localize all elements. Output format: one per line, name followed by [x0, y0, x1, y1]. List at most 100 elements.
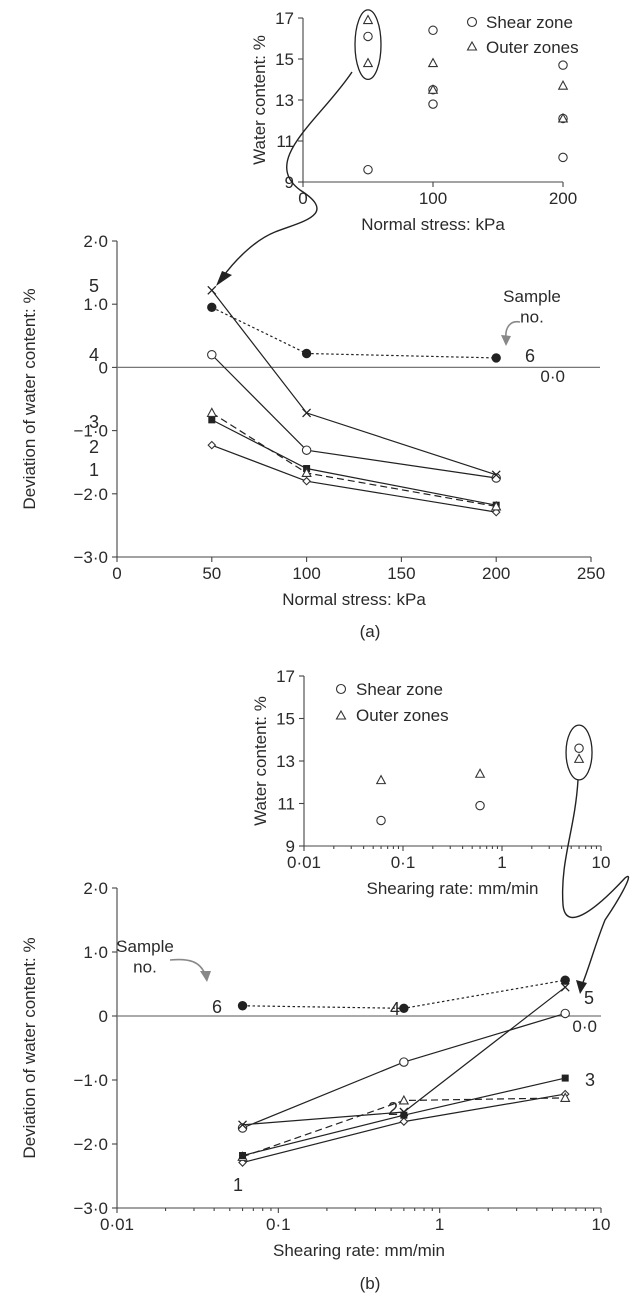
- x-tick-label: 10: [592, 853, 611, 872]
- series-2-line: [211, 419, 497, 506]
- series-3-marker: [400, 1111, 408, 1119]
- legend-circle-marker: [335, 683, 347, 695]
- panel-b-legend: Shear zone Outer zones: [335, 680, 449, 725]
- x-axis-label: Shearing rate: mm/min: [273, 1241, 445, 1260]
- x-tick-label: 100: [419, 189, 447, 208]
- x-axis-label: Normal stress: kPa: [282, 590, 426, 609]
- legend-triangle-marker: [335, 709, 347, 720]
- outer-zone-point: [557, 112, 569, 123]
- series-6-marker: [399, 1003, 409, 1014]
- shear-zone-point: [428, 25, 438, 36]
- shear-zone-point: [363, 31, 373, 42]
- x-tick-label: 1: [497, 853, 506, 872]
- legend-circle-marker: [466, 16, 478, 28]
- shear-zone-point: [574, 743, 584, 753]
- series-5-marker: [399, 1107, 409, 1117]
- series-2-line: [242, 1097, 566, 1158]
- series-4-label: 4: [390, 999, 400, 1019]
- series-4-marker: [301, 445, 312, 455]
- x-tick-label: 1: [435, 1215, 444, 1234]
- outer-zone-point: [427, 84, 439, 94]
- legend-outer-zones-label: Outer zones: [486, 38, 579, 57]
- series-2-marker: [398, 1094, 410, 1105]
- outer-zone-point: [474, 768, 486, 778]
- series-4-marker: [207, 350, 217, 360]
- y-tick-label: −3·0: [74, 548, 109, 567]
- series-1-label: 1: [89, 460, 99, 480]
- y-axis-label: Deviation of water content: %: [20, 937, 39, 1158]
- series-3-marker: [301, 467, 312, 477]
- panel-a-sample-arrow: [505, 320, 521, 339]
- outer-zone-point: [427, 57, 439, 68]
- y-tick-label: 1·0: [83, 943, 108, 962]
- x-tick-label: 200: [549, 189, 577, 208]
- series-5-line: [211, 289, 497, 476]
- legend-triangle-marker: [466, 40, 478, 51]
- panel-a-main-chart: 0 50 100 150 200 250 2·0 1·0 0 −1·0 −2·0 −3·0 Normal…: [20, 232, 605, 609]
- y-tick-label: 15: [275, 50, 294, 69]
- outer-zone-point: [362, 14, 374, 25]
- y-tick-label: 9: [286, 837, 295, 856]
- panel-a-legend: Shear zone Outer zones: [466, 13, 579, 57]
- x-tick-label: 0·01: [100, 1215, 134, 1234]
- legend-shear-zone-label: Shear zone: [486, 13, 573, 32]
- shear-zone-point: [475, 800, 485, 811]
- panel-b-connector-curve: [561, 779, 630, 986]
- x-tick-label: 250: [577, 564, 605, 583]
- y-tick-label: 0: [99, 1007, 108, 1026]
- series-6-label: 6: [212, 997, 222, 1017]
- x-axis-label: Normal stress: kPa: [361, 215, 505, 234]
- highlight-ellipse: [565, 724, 593, 781]
- y-tick-label: −1·0: [74, 1071, 109, 1090]
- series-1-marker: [399, 1117, 409, 1126]
- y-axis-label: Deviation of water content: %: [20, 288, 39, 509]
- series-5-label: 5: [584, 988, 594, 1008]
- series-3-marker: [490, 500, 502, 511]
- y-tick-label: −2·0: [74, 1135, 109, 1154]
- panel-a-inset-chart: 0 100 200 9 11 13 15 17 Normal stress: kPa Water …: [250, 9, 577, 234]
- series-4-marker: [237, 1123, 248, 1133]
- series-5-marker: [491, 470, 501, 480]
- panel-b-sample-arrowhead: [200, 971, 211, 982]
- panel-b-connector-arrowhead: [576, 980, 587, 994]
- outer-zone-point: [557, 79, 569, 90]
- panel-a-caption: (a): [360, 622, 381, 641]
- x-tick-label: 50: [202, 564, 221, 583]
- series-2-marker: [208, 416, 216, 424]
- y-tick-label: 2·0: [83, 879, 108, 898]
- series-6-marker: [207, 302, 217, 313]
- panel-a-sample-note: Sample no.: [503, 287, 561, 326]
- sample-note-line: Sample: [116, 937, 174, 956]
- series-6-marker: [301, 348, 312, 359]
- outer-zone-point: [573, 753, 585, 763]
- outer-zone-point: [375, 774, 387, 785]
- series-5-label: 5: [89, 276, 99, 296]
- series-1-marker: [207, 440, 217, 450]
- series-3-label: 3: [585, 1070, 595, 1090]
- y-tick-label: 2·0: [83, 232, 108, 251]
- sample-note-line: no.: [520, 307, 544, 326]
- shear-zone-point: [558, 152, 568, 163]
- series-2-label: 2: [89, 437, 99, 457]
- x-tick-label: 10: [592, 1215, 611, 1234]
- y-tick-label: 13: [276, 752, 295, 771]
- outer-zone-point: [362, 57, 374, 68]
- x-tick-label: 0·01: [287, 853, 321, 872]
- legend-shear-zone-label: Shear zone: [356, 680, 443, 699]
- series-5-marker: [207, 285, 217, 295]
- x-tick-label: 0: [112, 564, 121, 583]
- series-4-marker: [399, 1057, 409, 1067]
- y-tick-label: 0: [99, 358, 108, 377]
- series-1-marker: [302, 476, 311, 486]
- series-5-marker: [302, 408, 312, 418]
- y-tick-label: 17: [275, 9, 294, 28]
- shear-zone-point: [558, 60, 568, 70]
- series-2-marker: [559, 1092, 571, 1102]
- sample-note-line: no.: [133, 957, 157, 976]
- shear-zone-point: [376, 815, 386, 826]
- y-tick-label: 15: [276, 710, 295, 729]
- series-6-label: 6: [525, 346, 535, 366]
- x-tick-label: 200: [482, 564, 510, 583]
- panel-b-sample-arrow: [169, 958, 206, 975]
